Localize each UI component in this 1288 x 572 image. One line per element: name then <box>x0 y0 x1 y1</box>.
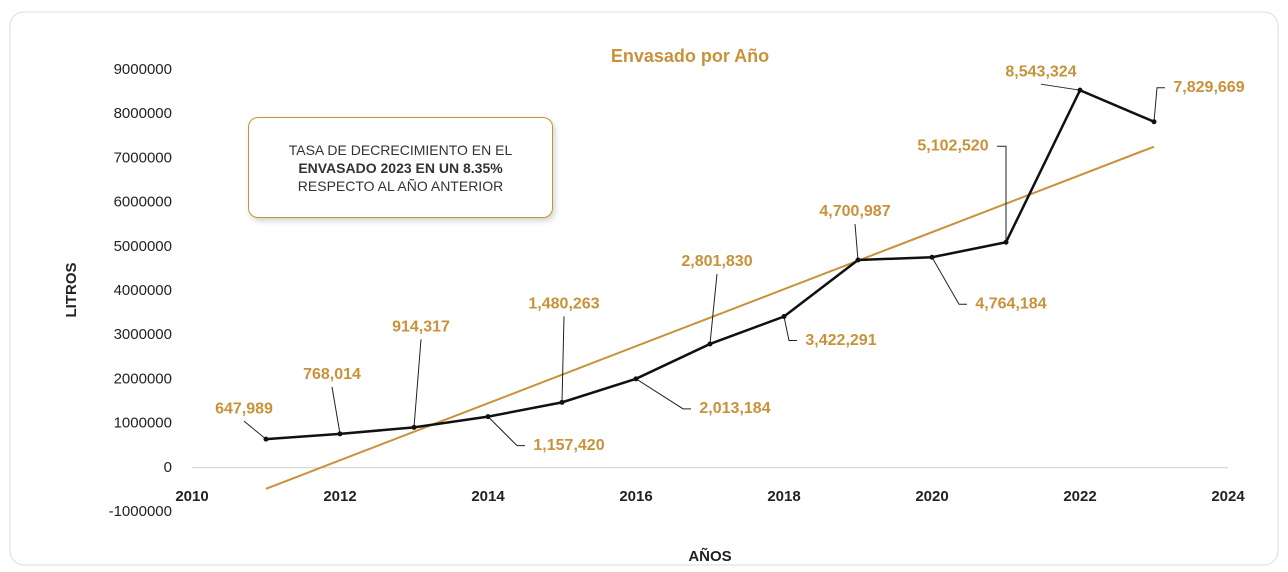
data-point <box>633 376 639 382</box>
leader-line <box>709 273 718 345</box>
leader-line <box>561 316 565 403</box>
data-label: 647,989 <box>215 400 273 417</box>
data-point <box>781 314 787 320</box>
data-label: 4,764,184 <box>975 295 1046 312</box>
chart-title: Envasado por Año <box>611 46 769 66</box>
card <box>9 11 1279 566</box>
leader-line <box>243 420 267 440</box>
data-point <box>1077 87 1083 93</box>
data-point <box>559 399 565 405</box>
data-label: 7,829,669 <box>1173 79 1244 96</box>
data-label: 8,543,324 <box>1005 63 1076 80</box>
data-label: 1,480,263 <box>528 296 599 313</box>
y-tick-label: 5000000 <box>114 238 172 255</box>
x-tick-label: 2020 <box>915 488 948 505</box>
leader-line <box>783 316 797 342</box>
annotation-box: TASA DE DECRECIMIENTO EN EL ENVASADO 202… <box>248 117 553 218</box>
y-tick-label: 8000000 <box>114 105 172 122</box>
data-point <box>929 254 935 260</box>
y-tick-label: 6000000 <box>114 194 172 211</box>
x-tick-label: 2010 <box>175 488 208 505</box>
annotation-line: ENVASADO 2023 EN UN 8.35% <box>298 159 503 176</box>
data-label: 768,014 <box>303 366 361 383</box>
data-label: 3,422,291 <box>805 332 876 349</box>
data-point <box>337 431 343 437</box>
x-tick-label: 2018 <box>767 488 800 505</box>
data-point <box>1003 239 1009 245</box>
x-tick-label: 2022 <box>1063 488 1096 505</box>
leader-line <box>1040 83 1081 91</box>
leader-line <box>331 386 341 434</box>
leader-line <box>413 339 422 428</box>
leader-line <box>1153 87 1165 122</box>
x-tick-label: 2024 <box>1211 488 1245 505</box>
leader-line <box>931 256 967 305</box>
leader-line <box>997 145 1007 243</box>
data-label: 1,157,420 <box>533 437 604 454</box>
annotation-line: RESPECTO AL AÑO ANTERIOR <box>297 177 504 194</box>
x-tick-label: 2016 <box>619 488 652 505</box>
data-point <box>411 424 417 430</box>
data-point <box>485 414 491 420</box>
leader-line <box>635 378 691 410</box>
y-tick-label: 1000000 <box>114 415 172 432</box>
data-point <box>1151 119 1157 125</box>
x-tick-label: 2014 <box>471 488 505 505</box>
data-point <box>707 341 713 347</box>
y-tick-label: 3000000 <box>114 326 172 343</box>
annotation-line: TASA DE DECRECIMIENTO EN EL <box>288 141 513 158</box>
data-label: 2,801,830 <box>681 253 752 270</box>
data-label: 2,013,184 <box>699 400 770 417</box>
y-tick-label: -1000000 <box>109 503 172 520</box>
y-axis-label: LITROS <box>63 263 80 318</box>
data-label: 914,317 <box>392 319 450 336</box>
y-tick-label: 9000000 <box>114 61 172 78</box>
data-label: 5,102,520 <box>917 137 988 154</box>
x-axis-label: AÑOS <box>688 547 731 565</box>
leader-line <box>487 416 525 447</box>
data-point <box>263 436 269 442</box>
y-tick-label: 4000000 <box>114 282 172 299</box>
y-tick-label: 7000000 <box>114 149 172 166</box>
y-tick-label: 2000000 <box>114 370 172 387</box>
leader-line <box>854 223 859 261</box>
data-label: 4,700,987 <box>819 203 890 220</box>
data-point <box>855 257 861 263</box>
y-tick-label: 0 <box>164 459 172 476</box>
x-tick-label: 2012 <box>323 488 356 505</box>
